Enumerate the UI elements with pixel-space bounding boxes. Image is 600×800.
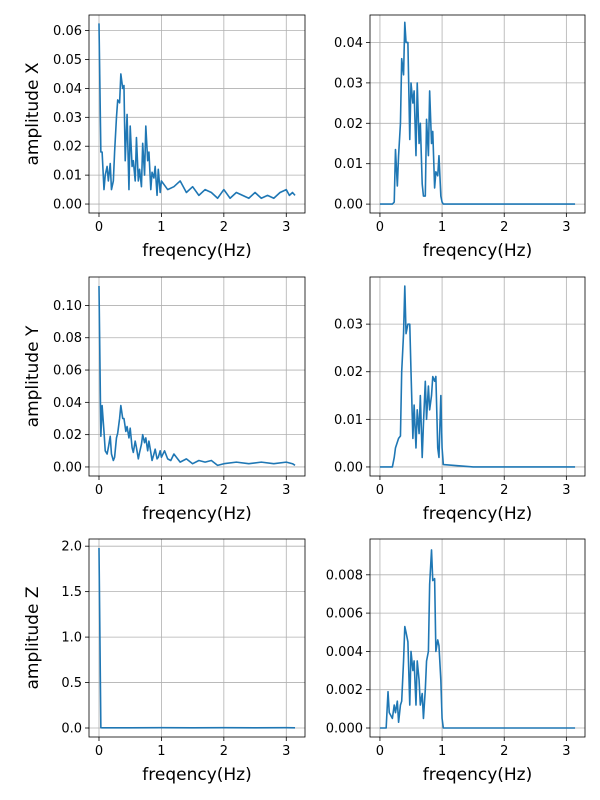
subplot-1: 0 1 2 3 0.00 0.01 0.02 0.03 0.04 0.05 0.06 freqency… bbox=[23, 14, 306, 261]
x-tick-label: 0 bbox=[95, 744, 103, 759]
y-tick-label: 0.006 bbox=[326, 607, 363, 622]
x-tick-label: 1 bbox=[438, 483, 446, 498]
y-tick-label: 0.03 bbox=[334, 76, 363, 91]
y-tick-label: 1.5 bbox=[61, 585, 82, 600]
x-tick-label: 0 bbox=[95, 483, 103, 498]
x-tick-label: 3 bbox=[562, 483, 570, 498]
y-tick-label: 0.10 bbox=[53, 299, 82, 314]
y-tick-label: 0.01 bbox=[334, 413, 363, 428]
y-tick-label: 0.06 bbox=[53, 364, 82, 379]
data-line bbox=[98, 286, 296, 467]
x-tick-label: 1 bbox=[157, 483, 165, 498]
axes-frame bbox=[88, 538, 306, 738]
axes-frame bbox=[88, 14, 306, 214]
x-tick-label: 0 bbox=[376, 220, 384, 235]
subplot-3: 0 1 2 3 0.00 0.02 0.04 0.06 0.08 0.10 freqency(Hz)… bbox=[23, 276, 306, 524]
x-tick-label: 1 bbox=[438, 220, 446, 235]
y-tick-label: 0.0 bbox=[61, 722, 82, 737]
y-tick-label: 0.06 bbox=[53, 24, 82, 39]
y-tick-label: 0.01 bbox=[53, 169, 82, 184]
y-tick-label: 0.04 bbox=[53, 82, 82, 97]
x-tick-label: 1 bbox=[157, 220, 165, 235]
y-tick-label: 0.00 bbox=[334, 198, 363, 213]
subplot-2: 0 1 2 3 0.00 0.01 0.02 0.03 0.04 freqency(Hz) bbox=[334, 14, 586, 261]
y-tick-label: 0.03 bbox=[53, 111, 82, 126]
y-tick-label: 2.0 bbox=[61, 540, 82, 555]
x-tick-label: 3 bbox=[562, 744, 570, 759]
y-axis-label: amplitude X bbox=[23, 62, 43, 165]
data-line bbox=[379, 285, 576, 468]
x-tick-label: 2 bbox=[220, 220, 228, 235]
y-tick-label: 0.00 bbox=[334, 460, 363, 475]
y-axis-label: amplitude Z bbox=[23, 587, 43, 690]
y-tick-label: 0.000 bbox=[326, 722, 363, 737]
y-tick-label: 0.04 bbox=[53, 396, 82, 411]
y-tick-label: 0.002 bbox=[326, 683, 363, 698]
x-tick-label: 1 bbox=[438, 744, 446, 759]
axes-frame bbox=[369, 14, 586, 214]
y-tick-label: 0.5 bbox=[61, 676, 82, 691]
y-tick-label: 0.03 bbox=[334, 318, 363, 333]
y-tick-label: 0.02 bbox=[53, 428, 82, 443]
y-tick-label: 0.02 bbox=[53, 140, 82, 155]
axes-frame bbox=[88, 276, 306, 477]
y-tick-label: 0.008 bbox=[326, 568, 363, 583]
x-tick-label: 0 bbox=[376, 483, 384, 498]
x-tick-label: 3 bbox=[562, 220, 570, 235]
subplot-4: 0 1 2 3 0.00 0.01 0.02 0.03 freqency(Hz) bbox=[334, 276, 586, 524]
x-tick-label: 0 bbox=[376, 744, 384, 759]
data-line bbox=[379, 549, 576, 729]
x-tick-label: 2 bbox=[500, 744, 508, 759]
y-tick-label: 0.004 bbox=[326, 645, 363, 660]
data-line bbox=[98, 547, 296, 729]
y-tick-label: 0.04 bbox=[334, 36, 363, 51]
x-tick-label: 0 bbox=[95, 220, 103, 235]
y-tick-label: 1.0 bbox=[61, 631, 82, 646]
x-tick-label: 3 bbox=[282, 483, 290, 498]
subplot-6: 0 1 2 3 0.000 0.002 0.004 0.006 0.008 freqency(Hz… bbox=[326, 538, 586, 785]
data-line bbox=[379, 21, 576, 205]
x-axis-label: freqency(Hz) bbox=[423, 241, 532, 261]
y-tick-label: 0.08 bbox=[53, 331, 82, 346]
x-axis-label: freqency(Hz) bbox=[142, 241, 251, 261]
x-tick-label: 2 bbox=[220, 744, 228, 759]
x-tick-label: 1 bbox=[157, 744, 165, 759]
y-tick-label: 0.00 bbox=[53, 198, 82, 213]
x-axis-label: freqency(Hz) bbox=[142, 504, 251, 524]
subplot-5: 0 1 2 3 0.0 0.5 1.0 1.5 2.0 freqency(Hz) amplitude… bbox=[23, 538, 306, 785]
x-axis-label: freqency(Hz) bbox=[423, 765, 532, 785]
data-line bbox=[98, 23, 296, 200]
x-tick-label: 2 bbox=[500, 220, 508, 235]
axes-frame bbox=[369, 538, 586, 738]
y-tick-label: 0.00 bbox=[53, 460, 82, 475]
x-tick-label: 3 bbox=[282, 220, 290, 235]
x-axis-label: freqency(Hz) bbox=[423, 504, 532, 524]
y-tick-label: 0.02 bbox=[334, 365, 363, 380]
axes-frame bbox=[369, 276, 586, 477]
y-tick-label: 0.05 bbox=[53, 53, 82, 68]
y-tick-label: 0.01 bbox=[334, 157, 363, 172]
x-tick-label: 2 bbox=[500, 483, 508, 498]
x-axis-label: freqency(Hz) bbox=[142, 765, 251, 785]
x-tick-label: 3 bbox=[282, 744, 290, 759]
x-tick-label: 2 bbox=[220, 483, 228, 498]
y-tick-label: 0.02 bbox=[334, 117, 363, 132]
y-axis-label: amplitude Y bbox=[23, 325, 43, 427]
